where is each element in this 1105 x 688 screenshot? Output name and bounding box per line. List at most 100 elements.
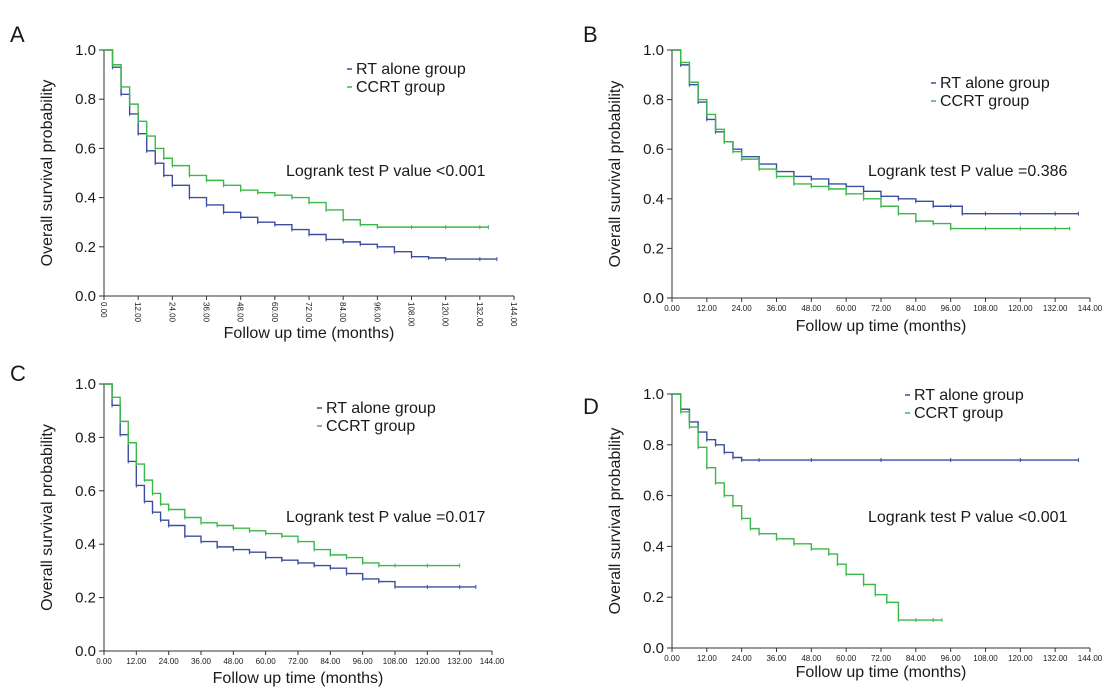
legend-label: RT alone group: [356, 61, 466, 78]
censor-marks: [112, 65, 498, 262]
x-tick-label: 60.00: [836, 304, 857, 313]
x-tick-label: 120.00: [441, 302, 450, 327]
y-tick-label: 0.8: [75, 429, 96, 446]
legend-label: RT alone group: [326, 400, 436, 417]
y-tick-label: 0.6: [75, 483, 96, 500]
y-tick-label: 0.4: [75, 536, 96, 553]
x-tick-label: 48.00: [223, 657, 244, 666]
x-axis-title: Follow up time (months): [796, 318, 967, 335]
y-tick-label: 0.6: [643, 141, 664, 158]
x-tick-label: 96.00: [372, 302, 381, 323]
x-tick-label: 24.00: [732, 304, 753, 313]
y-axis-title: Overall survival probability: [39, 80, 56, 267]
censor-marks: [111, 403, 477, 589]
x-tick-label: 24.00: [167, 302, 176, 323]
x-tick-label: 132.00: [1043, 304, 1068, 313]
x-tick-label: 36.00: [766, 654, 787, 663]
panel-label: A: [10, 22, 25, 47]
y-axis-title: Overall survival probability: [39, 424, 56, 611]
legend-label: RT alone group: [914, 387, 1024, 404]
x-tick-label: 84.00: [906, 654, 927, 663]
y-tick-label: 0.2: [75, 590, 96, 607]
y-axis-title: Overall survival probability: [607, 428, 624, 615]
x-tick-label: 12.00: [126, 657, 147, 666]
x-tick-label: 72.00: [871, 654, 892, 663]
x-tick-label: 60.00: [836, 654, 857, 663]
x-tick-label: 132.00: [1043, 654, 1068, 663]
x-tick-label: 24.00: [159, 657, 180, 666]
x-axis-title: Follow up time (months): [213, 670, 384, 687]
panel-label: D: [583, 394, 599, 419]
x-tick-label: 84.00: [338, 302, 347, 323]
logrank-annotation: Logrank test P value <0.001: [286, 163, 486, 180]
x-tick-label: 0.00: [664, 654, 680, 663]
censor-marks: [111, 395, 461, 568]
y-tick-label: 0.0: [75, 643, 96, 660]
x-tick-label: 12.00: [697, 304, 718, 313]
y-tick-label: 0.4: [75, 190, 96, 207]
x-tick-label: 96.00: [941, 654, 962, 663]
y-tick-label: 1.0: [643, 42, 664, 59]
x-tick-label: 60.00: [256, 657, 277, 666]
y-tick-label: 0.2: [75, 239, 96, 256]
x-axis-title: Follow up time (months): [796, 664, 967, 681]
logrank-annotation: Logrank test P value =0.386: [868, 163, 1068, 180]
y-tick-label: 0.2: [643, 589, 664, 606]
panel-c: C 0.0 0.2 0.4 0.6 0.8 1.0 0.00 12.00 24.00 36.00 48…: [10, 361, 505, 687]
x-tick-label: 120.00: [1008, 654, 1033, 663]
x-tick-label: 108.00: [407, 302, 416, 327]
x-tick-label: 84.00: [906, 304, 927, 313]
y-tick-label: 0.4: [643, 538, 664, 555]
panel-b: B 0.0 0.2 0.4 0.6 0.8 1.0 0.00 12.00 24.00 36.00 48…: [583, 22, 1103, 335]
x-tick-label: 0.00: [96, 657, 112, 666]
logrank-annotation: Logrank test P value <0.001: [868, 509, 1068, 526]
x-tick-label: 0.00: [664, 304, 680, 313]
x-tick-label: 48.00: [801, 304, 822, 313]
x-tick-label: 72.00: [871, 304, 892, 313]
x-tick-label: 36.00: [202, 302, 211, 323]
x-tick-label: 72.00: [304, 302, 313, 323]
legend-label: RT alone group: [940, 75, 1050, 92]
x-tick-label: 108.00: [973, 654, 998, 663]
y-tick-label: 0.8: [643, 437, 664, 454]
censor-marks: [112, 62, 489, 230]
x-tick-label: 12.00: [133, 302, 142, 323]
x-tick-label: 96.00: [353, 657, 374, 666]
y-tick-label: 0.4: [643, 191, 664, 208]
y-tick-label: 0.8: [643, 92, 664, 109]
x-tick-label: 72.00: [288, 657, 309, 666]
x-tick-label: 96.00: [941, 304, 962, 313]
x-tick-label: 120.00: [415, 657, 440, 666]
legend-label: CCRT group: [326, 418, 415, 435]
y-tick-label: 0.0: [643, 640, 664, 657]
x-tick-label: 120.00: [1008, 304, 1033, 313]
y-tick-label: 0.0: [643, 290, 664, 307]
legend-label: CCRT group: [940, 93, 1029, 110]
panel-label: B: [583, 22, 598, 47]
censor-marks: [680, 409, 943, 623]
legend-label: CCRT group: [914, 405, 1003, 422]
survival-curve-ccrt: [672, 393, 942, 621]
y-tick-label: 0.0: [75, 288, 96, 305]
logrank-annotation: Logrank test P value =0.017: [286, 509, 486, 526]
x-tick-label: 0.00: [99, 302, 108, 318]
y-tick-label: 0.2: [643, 240, 664, 257]
y-tick-label: 1.0: [75, 376, 96, 393]
x-tick-label: 108.00: [383, 657, 408, 666]
x-tick-label: 36.00: [191, 657, 212, 666]
x-tick-label: 132.00: [447, 657, 472, 666]
x-tick-label: 84.00: [320, 657, 341, 666]
x-tick-label: 12.00: [697, 654, 718, 663]
x-tick-label: 48.00: [801, 654, 822, 663]
x-tick-label: 60.00: [270, 302, 279, 323]
x-tick-label: 24.00: [732, 654, 753, 663]
x-tick-label: 36.00: [766, 304, 787, 313]
y-tick-label: 0.6: [643, 488, 664, 505]
panel-label: C: [10, 361, 26, 386]
y-axis-title: Overall survival probability: [607, 81, 624, 268]
x-tick-label: 144.00: [1078, 304, 1103, 313]
censor-marks: [680, 407, 1079, 463]
y-tick-label: 1.0: [75, 42, 96, 59]
y-tick-label: 0.6: [75, 140, 96, 157]
